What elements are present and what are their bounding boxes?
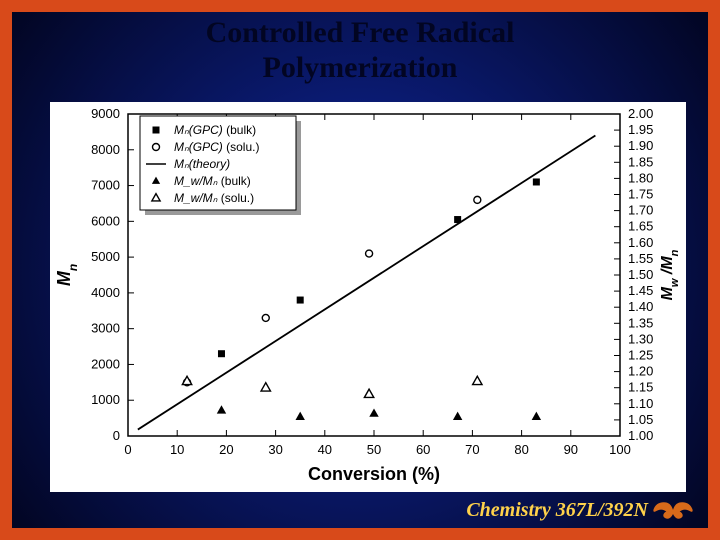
svg-text:1.25: 1.25: [628, 348, 653, 363]
slide-background: Controlled Free Radical Polymerization 0…: [12, 12, 708, 528]
title-line-2: Polymerization: [263, 51, 458, 84]
svg-text:1.30: 1.30: [628, 331, 653, 346]
svg-text:5000: 5000: [91, 249, 120, 264]
title-line-1: Controlled Free Radical: [206, 16, 515, 49]
footer-text: Chemistry 367L/392N: [466, 499, 648, 522]
svg-text:8000: 8000: [91, 142, 120, 157]
svg-text:Mₙ(theory): Mₙ(theory): [174, 157, 230, 171]
svg-text:20: 20: [219, 442, 233, 457]
svg-text:Mw /Mn: Mw /Mn: [659, 249, 681, 300]
svg-text:40: 40: [318, 442, 332, 457]
svg-text:Mn: Mn: [54, 264, 80, 286]
svg-text:1.70: 1.70: [628, 203, 653, 218]
chart: 0102030405060708090100010002000300040005…: [50, 102, 686, 492]
svg-text:M_w/Mₙ (bulk): M_w/Mₙ (bulk): [174, 174, 251, 188]
svg-text:1.20: 1.20: [628, 364, 653, 379]
svg-text:2000: 2000: [91, 356, 120, 371]
slide-title: Controlled Free Radical Polymerization: [12, 16, 708, 85]
svg-text:1.50: 1.50: [628, 267, 653, 282]
svg-text:1.40: 1.40: [628, 299, 653, 314]
svg-text:1.60: 1.60: [628, 235, 653, 250]
svg-text:1.95: 1.95: [628, 122, 653, 137]
svg-text:60: 60: [416, 442, 430, 457]
svg-text:1000: 1000: [91, 392, 120, 407]
svg-text:M_w/Mₙ (solu.): M_w/Mₙ (solu.): [174, 191, 254, 205]
svg-text:1.05: 1.05: [628, 412, 653, 427]
svg-text:7000: 7000: [91, 178, 120, 193]
svg-text:50: 50: [367, 442, 381, 457]
svg-text:1.35: 1.35: [628, 315, 653, 330]
svg-text:1.15: 1.15: [628, 380, 653, 395]
svg-text:1.10: 1.10: [628, 396, 653, 411]
svg-text:3000: 3000: [91, 321, 120, 336]
svg-text:1.45: 1.45: [628, 283, 653, 298]
svg-text:1.90: 1.90: [628, 138, 653, 153]
chart-container: 0102030405060708090100010002000300040005…: [50, 102, 686, 492]
svg-text:Mₙ(GPC) (bulk): Mₙ(GPC) (bulk): [174, 123, 256, 137]
svg-text:30: 30: [268, 442, 282, 457]
svg-text:10: 10: [170, 442, 184, 457]
svg-text:4000: 4000: [91, 285, 120, 300]
svg-text:1.55: 1.55: [628, 251, 653, 266]
svg-text:0: 0: [124, 442, 131, 457]
svg-text:70: 70: [465, 442, 479, 457]
svg-text:1.65: 1.65: [628, 219, 653, 234]
svg-text:Mₙ(GPC) (solu.): Mₙ(GPC) (solu.): [174, 140, 259, 154]
svg-text:80: 80: [514, 442, 528, 457]
svg-text:2.00: 2.00: [628, 106, 653, 121]
svg-text:0: 0: [113, 428, 120, 443]
longhorn-icon: [652, 496, 694, 522]
svg-text:1.85: 1.85: [628, 154, 653, 169]
svg-text:6000: 6000: [91, 213, 120, 228]
svg-text:100: 100: [609, 442, 631, 457]
svg-text:9000: 9000: [91, 106, 120, 121]
svg-text:1.00: 1.00: [628, 428, 653, 443]
svg-text:1.75: 1.75: [628, 187, 653, 202]
svg-text:Conversion (%): Conversion (%): [308, 464, 440, 484]
svg-text:1.80: 1.80: [628, 170, 653, 185]
svg-text:90: 90: [564, 442, 578, 457]
slide-frame: Controlled Free Radical Polymerization 0…: [0, 0, 720, 540]
